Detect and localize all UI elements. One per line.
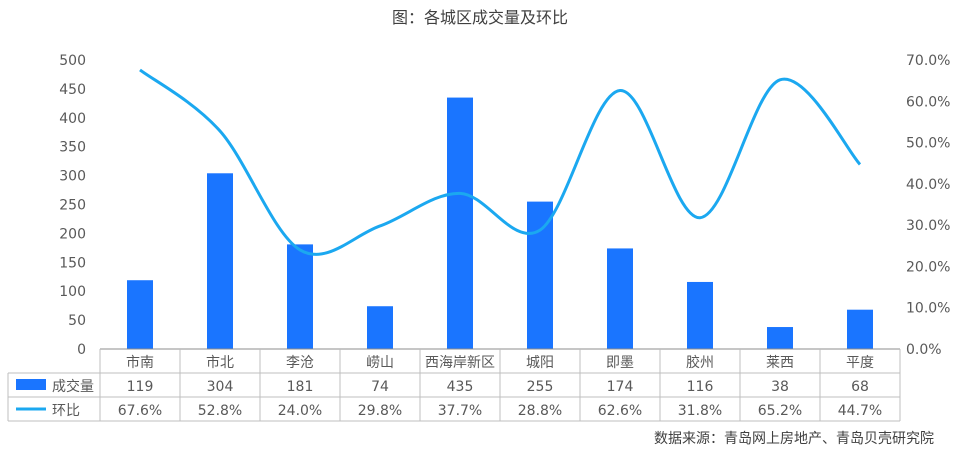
table-value-volume: 304	[207, 379, 234, 395]
table-value-volume: 119	[127, 379, 154, 395]
bar	[127, 280, 153, 349]
y-axis-left: 0 50 100 150 200 250 300 350 400 450 500	[59, 53, 86, 358]
table-value-volume: 38	[771, 379, 789, 395]
table-value-volume: 74	[371, 379, 389, 395]
y2-tick-label: 20.0%	[906, 259, 950, 275]
table-value-volume: 181	[287, 379, 314, 395]
y-tick-label: 500	[59, 53, 86, 69]
x-tick-label: 市北	[206, 354, 234, 371]
y2-tick-label: 60.0%	[906, 94, 950, 110]
x-tick-label: 莱西	[766, 355, 794, 371]
bar	[367, 306, 393, 349]
x-tick-label: 胶州	[686, 354, 714, 371]
y-tick-label: 50	[68, 313, 86, 329]
y-tick-label: 100	[59, 284, 86, 300]
y-tick-label: 300	[59, 169, 86, 185]
bar	[767, 327, 793, 349]
x-tick-label: 即墨	[606, 355, 634, 371]
y2-tick-label: 30.0%	[906, 218, 950, 234]
y-tick-label: 200	[59, 226, 86, 242]
source-note: 数据来源：青岛网上房地产、青岛贝壳研究院	[654, 431, 934, 447]
legend-bar-key	[16, 379, 46, 390]
table-value-ratio: 62.6%	[598, 403, 642, 419]
table-value-volume: 68	[851, 379, 869, 395]
bar-series	[127, 97, 873, 349]
table-value-ratio: 24.0%	[278, 403, 322, 419]
legend-bar-label: 成交量	[52, 378, 94, 395]
bar	[287, 244, 313, 349]
y-tick-label: 400	[59, 111, 86, 127]
x-tick-label: 市南	[126, 354, 154, 371]
y-tick-label: 250	[59, 198, 86, 214]
table-value-ratio: 31.8%	[678, 403, 722, 419]
bar	[847, 309, 873, 349]
y2-tick-label: 0.0%	[906, 342, 942, 358]
table-value-volume: 116	[687, 379, 714, 395]
x-tick-label: 崂山	[366, 355, 394, 371]
table-value-volume: 174	[607, 379, 634, 395]
bar	[607, 248, 633, 349]
bar	[207, 173, 233, 349]
y-axis-right: 0.0% 10.0% 20.0% 30.0% 40.0% 50.0% 60.0% 70.0%	[906, 53, 950, 358]
table-value-ratio: 65.2%	[758, 403, 802, 419]
x-tick-label: 平度	[846, 355, 874, 371]
table-value-ratio: 67.6%	[118, 403, 162, 419]
table-value-ratio: 29.8%	[358, 403, 402, 419]
table-value-volume: 435	[447, 379, 474, 395]
y2-tick-label: 50.0%	[906, 136, 950, 152]
y-tick-label: 350	[59, 140, 86, 156]
legend-line-label: 环比	[52, 403, 80, 419]
y-tick-label: 450	[59, 82, 86, 98]
chart-title: 图：各城区成交量及环比	[391, 8, 568, 27]
table-value-ratio: 44.7%	[838, 403, 882, 419]
y2-tick-label: 40.0%	[906, 177, 950, 193]
x-tick-label: 城阳	[526, 355, 554, 371]
y2-tick-label: 10.0%	[906, 301, 950, 317]
x-tick-label: 西海岸新区	[425, 355, 495, 371]
bar	[527, 201, 553, 349]
table-value-ratio: 52.8%	[198, 403, 242, 419]
table-value-ratio: 37.7%	[438, 403, 482, 419]
x-tick-label: 李沧	[286, 354, 314, 371]
y-tick-label: 150	[59, 255, 86, 271]
y2-tick-label: 70.0%	[906, 53, 950, 69]
table-value-volume: 255	[527, 379, 554, 395]
bar	[687, 281, 713, 349]
ratio-line	[139, 68, 862, 256]
table-value-ratio: 28.8%	[518, 403, 562, 419]
y-tick-label: 0	[77, 342, 86, 358]
bar	[447, 97, 473, 349]
